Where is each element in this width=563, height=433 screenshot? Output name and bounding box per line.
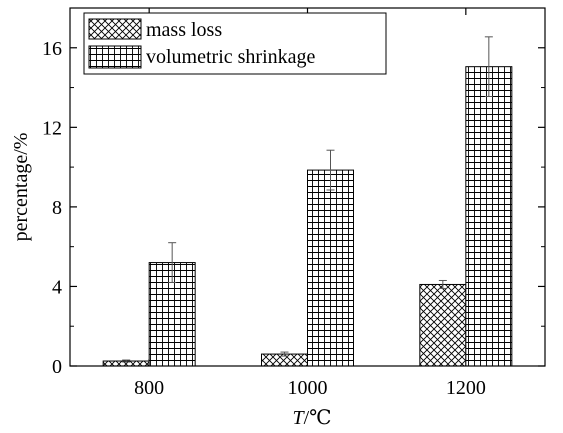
legend: mass loss volumetric shrinkage <box>83 12 387 75</box>
y-tick-label: 8 <box>52 197 62 219</box>
bar-volumetric-shrinkage <box>307 169 354 367</box>
bars <box>102 66 513 367</box>
y-tick-label: 4 <box>52 276 62 298</box>
y-axis: 0 4 8 12 16 <box>42 38 545 378</box>
bar-mass-loss <box>419 283 467 367</box>
x-tick-label: 1000 <box>288 377 328 399</box>
x-axis-label-variable: T <box>292 407 305 429</box>
legend-label-volumetric-shrinkage: volumetric shrinkage <box>146 46 316 68</box>
bar-volumetric-shrinkage <box>465 66 513 367</box>
error-bars <box>122 36 493 363</box>
x-axis-label-unit: /℃ <box>304 407 332 429</box>
plot-frame <box>69 7 546 367</box>
legend-label-mass-loss: mass loss <box>146 19 222 41</box>
x-tick-label: 1200 <box>446 377 486 399</box>
y-tick-label: 0 <box>52 356 62 378</box>
y-tick-label: 16 <box>42 38 62 60</box>
x-axis-label: T/℃ <box>292 407 331 429</box>
y-axis-label: percentage/% <box>10 133 32 242</box>
plot-area <box>69 7 546 367</box>
x-tick-label: 800 <box>134 377 164 399</box>
legend-swatch-volumetric-shrinkage <box>88 45 142 69</box>
legend-swatch-mass-loss <box>88 18 142 40</box>
y-tick-label: 12 <box>42 117 62 139</box>
